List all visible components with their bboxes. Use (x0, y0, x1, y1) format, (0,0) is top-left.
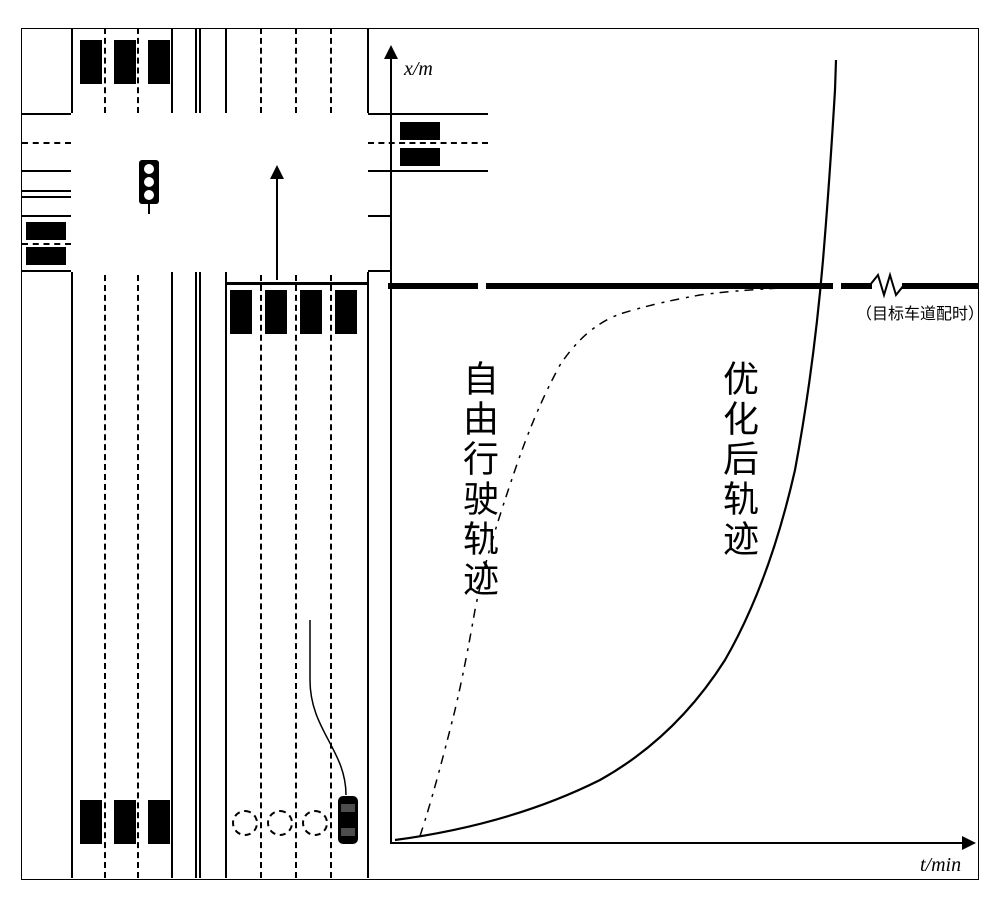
lane-dash (260, 275, 262, 878)
lane-change-path (300, 620, 360, 800)
car-icon (114, 40, 136, 84)
signal-timing-bar (902, 283, 978, 289)
car-icon (265, 290, 287, 334)
lane-dash (260, 28, 262, 113)
arrow-head-icon (384, 45, 398, 59)
car-icon (400, 122, 440, 140)
lane-dash (104, 275, 106, 878)
road-edge (368, 113, 488, 115)
car-icon (335, 290, 357, 334)
road-edge (71, 272, 73, 878)
optimized-label: 优化后轨迹 (712, 360, 764, 560)
road-edge (225, 272, 227, 878)
signal-gap (478, 283, 486, 289)
car-icon (114, 800, 136, 844)
lane-dash (295, 28, 297, 113)
center-divider (195, 272, 201, 878)
lane-dash (137, 28, 139, 113)
lane-dash (104, 28, 106, 113)
ghost-car-icon (232, 810, 258, 836)
x-axis-label: t/min (920, 854, 961, 877)
road-edge (367, 28, 369, 113)
signal-gap (833, 283, 841, 289)
car-icon (26, 222, 66, 240)
car-icon (230, 290, 252, 334)
road-edge (225, 28, 227, 113)
lane-dash (330, 28, 332, 113)
car-icon (80, 40, 102, 84)
arrow-head-icon (962, 836, 976, 850)
car-icon (400, 148, 440, 166)
road-edge (22, 215, 71, 217)
y-axis-label: x/m (404, 58, 433, 81)
traffic-light-icon (135, 160, 163, 214)
car-icon (26, 247, 66, 265)
ego-car-icon (334, 794, 362, 846)
y-axis (390, 55, 392, 843)
road-edge (367, 272, 369, 878)
road-edge (368, 270, 390, 272)
road-edge (22, 270, 71, 272)
road-edge (22, 113, 71, 115)
ew-divider (22, 190, 71, 192)
road-edge (368, 170, 488, 172)
car-icon (148, 40, 170, 84)
lane-dash (368, 142, 488, 144)
direction-arrow (276, 175, 278, 280)
signal-timing-bar (388, 283, 872, 289)
stop-line (225, 282, 369, 285)
ew-divider (22, 196, 71, 198)
free-driving-label: 自由行驶轨迹 (452, 360, 504, 600)
arrow-head-icon (270, 165, 284, 179)
ghost-car-icon (302, 810, 328, 836)
road-edge (171, 28, 173, 113)
road-edge (368, 215, 390, 217)
signal-timing-label: （目标车道配时） (856, 300, 984, 324)
center-divider (195, 28, 201, 113)
car-icon (148, 800, 170, 844)
road-edge (71, 28, 73, 113)
break-symbol-icon (870, 268, 904, 302)
road-edge (22, 170, 71, 172)
lane-dash (137, 275, 139, 878)
lane-dash (22, 243, 71, 245)
lane-dash (22, 142, 71, 144)
lane-dash (295, 275, 297, 878)
road-edge (171, 272, 173, 878)
x-axis (390, 842, 964, 844)
ghost-car-icon (267, 810, 293, 836)
car-icon (300, 290, 322, 334)
car-icon (80, 800, 102, 844)
